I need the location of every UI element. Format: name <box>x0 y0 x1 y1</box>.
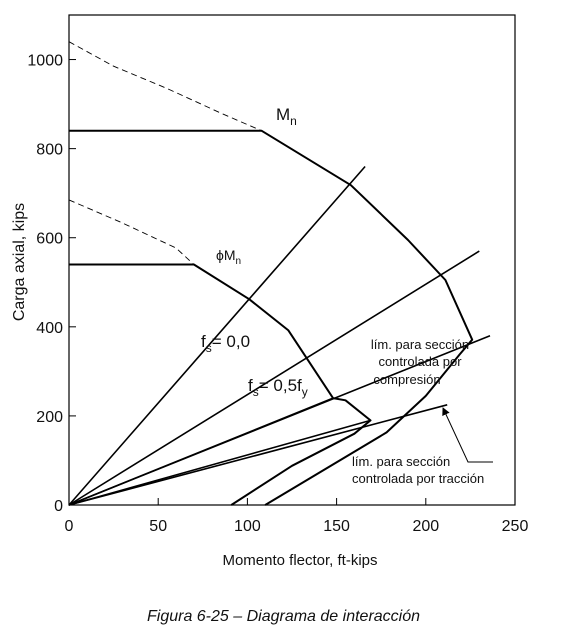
plot-frame <box>68 14 516 506</box>
tension-arrow <box>442 407 493 463</box>
tension-line-1: lím. para sección <box>352 454 450 469</box>
x-axis-label: Momento flector, ft-kips <box>222 552 377 569</box>
chart-lines <box>68 41 491 506</box>
x-tick-label: 250 <box>502 518 529 535</box>
tension-line-2: controlada por tracción <box>352 471 484 486</box>
phimn-label: ϕMn <box>216 247 241 267</box>
series-m-n-dashed <box>68 41 262 132</box>
y-tick-label: 0 <box>54 498 63 515</box>
compression-line-3: compresión <box>373 372 440 387</box>
compression-line-2: controlada por <box>378 354 462 369</box>
fs05-label: fs= 0,5fy <box>248 376 308 399</box>
y-tick-label: 400 <box>36 320 63 337</box>
y-axis-label: Carga axial, kips <box>11 203 28 321</box>
y-tick-label: 200 <box>36 409 63 426</box>
x-tick-label: 0 <box>65 518 74 535</box>
axis-ticks <box>68 59 516 506</box>
y-tick-label: 600 <box>36 231 63 248</box>
series-tension-limit <box>68 404 448 506</box>
y-tick-label: 1000 <box>27 53 63 70</box>
series-m-n <box>69 129 474 506</box>
series-fs-0 <box>68 165 366 506</box>
x-tick-label: 200 <box>412 518 439 535</box>
mn-label: Mn <box>276 105 297 128</box>
tick-labels: 0 50 100 150 200 250 0 200 400 600 800 1000 <box>27 53 528 535</box>
x-tick-label: 100 <box>234 518 261 535</box>
interaction-diagram: 0 50 100 150 200 250 0 200 400 600 800 1000 Momento… <box>11 14 528 569</box>
series-phi-m-n <box>69 263 372 506</box>
x-tick-label: 150 <box>323 518 350 535</box>
x-tick-label: 50 <box>149 518 167 535</box>
y-tick-label: 800 <box>36 142 63 159</box>
tension-annotation: lím. para sección controlada por tracció… <box>352 454 484 486</box>
fs0-label: fs= 0,0 <box>201 332 250 355</box>
series-phi-tension <box>68 419 371 506</box>
series-phi-m-n-dashed <box>68 199 195 265</box>
series-phi-comp <box>68 397 334 506</box>
compression-annotation: lím. para sección controlada por compres… <box>371 337 469 387</box>
compression-line-1: lím. para sección <box>371 337 469 352</box>
series-fs-05fy <box>68 250 480 506</box>
figure-caption: Figura 6-25 – Diagrama de interacción <box>146 608 421 625</box>
